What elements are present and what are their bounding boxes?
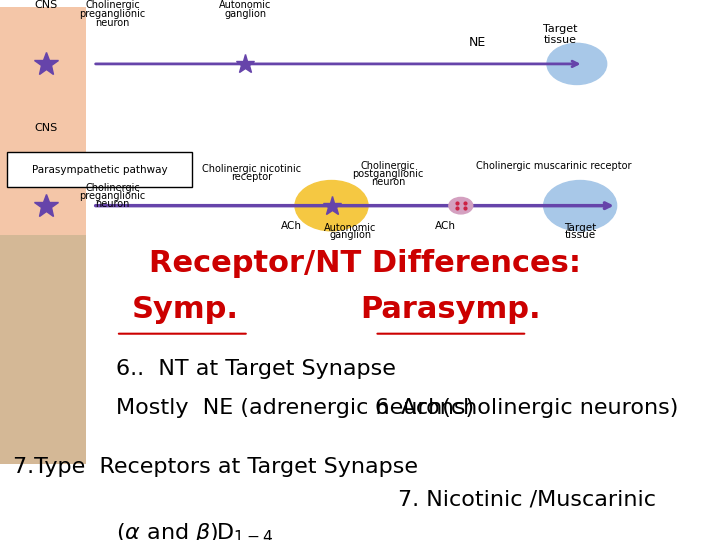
FancyBboxPatch shape [6, 152, 192, 187]
Text: ACh: ACh [435, 221, 456, 231]
Text: 6: 6 [374, 398, 389, 418]
Text: preganglionic: preganglionic [80, 9, 146, 19]
FancyBboxPatch shape [0, 7, 86, 135]
FancyBboxPatch shape [86, 235, 663, 464]
FancyBboxPatch shape [0, 235, 86, 464]
Text: CNS: CNS [35, 0, 58, 10]
Text: Ach(cholinergic neurons): Ach(cholinergic neurons) [401, 398, 678, 418]
Circle shape [547, 43, 607, 84]
Text: Receptor/NT Differences:: Receptor/NT Differences: [148, 249, 580, 278]
Text: Parasymp.: Parasymp. [361, 295, 541, 324]
Text: Cholinergic nicotinic: Cholinergic nicotinic [202, 164, 302, 174]
Text: neuron: neuron [371, 177, 405, 187]
Text: Cholinergic: Cholinergic [86, 184, 140, 193]
Text: Autonomic: Autonomic [324, 223, 377, 233]
Text: ganglion: ganglion [224, 9, 266, 19]
Text: Parasympathetic pathway: Parasympathetic pathway [32, 165, 167, 174]
Text: 7.Type  Receptors at Target Synapse: 7.Type Receptors at Target Synapse [13, 457, 418, 477]
Circle shape [544, 180, 616, 231]
Text: Mostly  NE (adrenergic neurons): Mostly NE (adrenergic neurons) [116, 398, 474, 418]
Text: receptor: receptor [231, 172, 272, 182]
Circle shape [295, 180, 368, 231]
Circle shape [449, 198, 473, 214]
Text: neuron: neuron [96, 17, 130, 28]
Text: Autonomic: Autonomic [219, 0, 271, 10]
Text: Cholinergic: Cholinergic [361, 161, 415, 171]
FancyBboxPatch shape [0, 7, 663, 235]
Text: tissue: tissue [564, 230, 595, 240]
Text: ACh: ACh [282, 221, 302, 231]
Text: Cholinergic: Cholinergic [86, 0, 140, 10]
Text: CNS: CNS [35, 123, 58, 133]
Text: preganglionic: preganglionic [80, 191, 146, 201]
Text: 6..  NT at Target Synapse: 6.. NT at Target Synapse [116, 359, 396, 379]
FancyBboxPatch shape [0, 135, 86, 235]
Text: neuron: neuron [96, 199, 130, 209]
Text: Target: Target [543, 24, 577, 34]
Text: postganglionic: postganglionic [352, 169, 423, 179]
Text: NE: NE [469, 36, 486, 49]
Text: ($\alpha$ and $\beta$)D$_{1-4}$: ($\alpha$ and $\beta$)D$_{1-4}$ [116, 521, 274, 540]
Text: tissue: tissue [544, 35, 577, 45]
Text: Target: Target [564, 223, 596, 233]
Text: 7. Nicotinic /Muscarinic: 7. Nicotinic /Muscarinic [398, 489, 656, 509]
Text: Cholinergic muscarinic receptor: Cholinergic muscarinic receptor [476, 161, 631, 171]
Text: Symp.: Symp. [132, 295, 239, 324]
Text: ganglion: ganglion [329, 230, 371, 240]
